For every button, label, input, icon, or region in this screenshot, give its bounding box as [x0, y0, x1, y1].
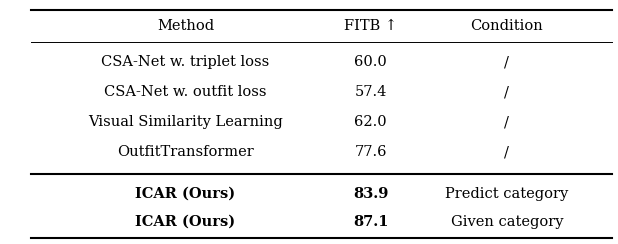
Text: /: /	[504, 115, 509, 129]
Text: CSA-Net w. triplet loss: CSA-Net w. triplet loss	[101, 55, 269, 69]
Text: 83.9: 83.9	[353, 187, 389, 201]
Text: /: /	[504, 145, 509, 159]
Text: 57.4: 57.4	[355, 85, 387, 99]
Text: 60.0: 60.0	[355, 55, 387, 69]
Text: CSA-Net w. outfit loss: CSA-Net w. outfit loss	[104, 85, 266, 99]
Text: Given category: Given category	[451, 215, 563, 229]
Text: Predict category: Predict category	[445, 187, 569, 201]
Text: Condition: Condition	[470, 19, 543, 33]
Text: ICAR (Ours): ICAR (Ours)	[135, 215, 235, 229]
Text: 77.6: 77.6	[355, 145, 387, 159]
Text: FITB ↑: FITB ↑	[344, 19, 397, 33]
Text: OutfitTransformer: OutfitTransformer	[117, 145, 254, 159]
Text: 62.0: 62.0	[355, 115, 387, 129]
Text: /: /	[504, 55, 509, 69]
Text: Visual Similarity Learning: Visual Similarity Learning	[88, 115, 283, 129]
Text: 87.1: 87.1	[353, 215, 389, 229]
Text: /: /	[504, 85, 509, 99]
Text: ICAR (Ours): ICAR (Ours)	[135, 187, 235, 201]
Text: Method: Method	[157, 19, 214, 33]
